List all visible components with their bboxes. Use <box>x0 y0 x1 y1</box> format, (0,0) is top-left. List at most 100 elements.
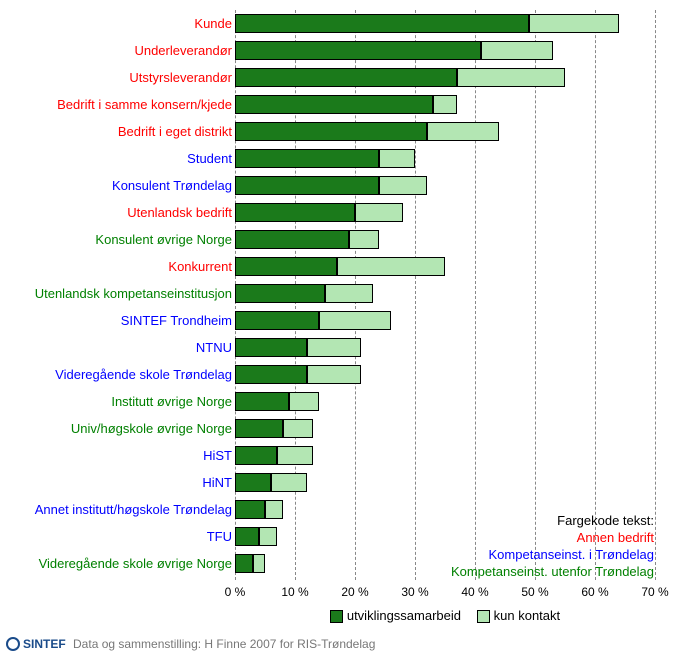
category-label: Konkurrent <box>168 253 232 280</box>
legend-label-contact: kun kontakt <box>494 608 561 623</box>
bar-segment-dev <box>235 311 319 330</box>
legend-item-contact: kun kontakt <box>477 608 561 623</box>
chart-row: Videregående skole Trøndelag <box>0 361 676 388</box>
color-legend-item: Kompetanseinst. i Trøndelag <box>451 546 654 563</box>
color-legend-item: Kompetanseinst. utenfor Trøndelag <box>451 563 654 580</box>
category-label: Utenlandsk bedrift <box>127 199 232 226</box>
bar-segment-dev <box>235 284 325 303</box>
category-label: TFU <box>207 523 232 550</box>
category-label: Utstyrsleverandør <box>129 64 232 91</box>
category-label: SINTEF Trondheim <box>121 307 232 334</box>
bar-segment-contact <box>379 149 415 168</box>
x-tick-label: 10 % <box>281 585 308 599</box>
bar-segment-dev <box>235 419 283 438</box>
x-tick-label: 60 % <box>581 585 608 599</box>
category-label: Bedrift i samme konsern/kjede <box>57 91 232 118</box>
bar-segment-dev <box>235 446 277 465</box>
bar-segment-dev <box>235 149 379 168</box>
category-label: Konsulent Trøndelag <box>112 172 232 199</box>
bar-segment-dev <box>235 122 427 141</box>
category-label: Videregående skole øvrige Norge <box>39 550 232 577</box>
chart-row: Bedrift i samme konsern/kjede <box>0 91 676 118</box>
chart-rows: KundeUnderleverandørUtstyrsleverandørBed… <box>0 10 676 577</box>
legend-label-dev: utviklingssamarbeid <box>347 608 461 623</box>
bar-segment-contact <box>481 41 553 60</box>
bar-segment-dev <box>235 95 433 114</box>
chart-row: Institutt øvrige Norge <box>0 388 676 415</box>
x-tick-label: 0 % <box>225 585 246 599</box>
category-label: NTNU <box>196 334 232 361</box>
bar-segment-contact <box>307 365 361 384</box>
bar-segment-dev <box>235 41 481 60</box>
chart-row: Kunde <box>0 10 676 37</box>
category-label: Student <box>187 145 232 172</box>
sintef-logo-text: SINTEF <box>23 637 66 651</box>
footer: SINTEF Data og sammenstilling: H Finne 2… <box>6 637 375 652</box>
chart-row: HiNT <box>0 469 676 496</box>
chart-row: Bedrift i eget distrikt <box>0 118 676 145</box>
category-label: HiNT <box>202 469 232 496</box>
chart-row: Utstyrsleverandør <box>0 64 676 91</box>
chart-row: Utenlandsk kompetanseinstitusjon <box>0 280 676 307</box>
color-legend: Fargekode tekst: Annen bedrift Kompetans… <box>451 512 654 580</box>
legend-swatch-dev <box>330 610 343 623</box>
bar-segment-contact <box>307 338 361 357</box>
bar-segment-dev <box>235 473 271 492</box>
x-tick-label: 40 % <box>461 585 488 599</box>
bar-segment-contact <box>457 68 565 87</box>
bar-segment-contact <box>253 554 265 573</box>
category-label: Annet institutt/høgskole Trøndelag <box>35 496 232 523</box>
bar-segment-contact <box>379 176 427 195</box>
bar-segment-dev <box>235 230 349 249</box>
bar-segment-dev <box>235 257 337 276</box>
x-tick-label: 70 % <box>641 585 668 599</box>
x-axis-labels: 0 %10 %20 %30 %40 %50 %60 %70 % <box>235 585 655 605</box>
bar-segment-dev <box>235 392 289 411</box>
bar-segment-contact <box>433 95 457 114</box>
bar-segment-dev <box>235 527 259 546</box>
bar-segment-contact <box>325 284 373 303</box>
bar-segment-contact <box>289 392 319 411</box>
bar-segment-contact <box>427 122 499 141</box>
category-label: Bedrift i eget distrikt <box>118 118 232 145</box>
bar-segment-contact <box>271 473 307 492</box>
chart-container: KundeUnderleverandørUtstyrsleverandørBed… <box>0 0 676 658</box>
bar-segment-contact <box>355 203 403 222</box>
bar-segment-dev <box>235 176 379 195</box>
chart-row: Student <box>0 145 676 172</box>
chart-row: Utenlandsk bedrift <box>0 199 676 226</box>
footer-text: Data og sammenstilling: H Finne 2007 for… <box>73 637 375 651</box>
bar-segment-dev <box>235 500 265 519</box>
chart-row: HiST <box>0 442 676 469</box>
chart-row: Konsulent Trøndelag <box>0 172 676 199</box>
sintef-ring-icon <box>6 637 20 651</box>
series-legend: utviklingssamarbeid kun kontakt <box>235 608 655 623</box>
bar-segment-dev <box>235 338 307 357</box>
bar-segment-dev <box>235 14 529 33</box>
category-label: HiST <box>203 442 232 469</box>
category-label: Videregående skole Trøndelag <box>55 361 232 388</box>
bar-segment-contact <box>319 311 391 330</box>
bar-segment-dev <box>235 203 355 222</box>
bar-segment-contact <box>349 230 379 249</box>
bar-segment-contact <box>259 527 277 546</box>
bar-segment-contact <box>265 500 283 519</box>
color-legend-title: Fargekode tekst: <box>451 512 654 529</box>
legend-swatch-contact <box>477 610 490 623</box>
category-label: Underleverandør <box>134 37 232 64</box>
x-tick-label: 20 % <box>341 585 368 599</box>
chart-row: SINTEF Trondheim <box>0 307 676 334</box>
bar-segment-dev <box>235 554 253 573</box>
bar-segment-contact <box>283 419 313 438</box>
chart-row: Konkurrent <box>0 253 676 280</box>
bar-segment-contact <box>529 14 619 33</box>
chart-row: Univ/høgskole øvrige Norge <box>0 415 676 442</box>
color-legend-item: Annen bedrift <box>451 529 654 546</box>
category-label: Konsulent øvrige Norge <box>95 226 232 253</box>
bar-segment-contact <box>277 446 313 465</box>
category-label: Univ/høgskole øvrige Norge <box>71 415 232 442</box>
chart-row: Underleverandør <box>0 37 676 64</box>
chart-row: NTNU <box>0 334 676 361</box>
bar-segment-dev <box>235 68 457 87</box>
bar-segment-contact <box>337 257 445 276</box>
